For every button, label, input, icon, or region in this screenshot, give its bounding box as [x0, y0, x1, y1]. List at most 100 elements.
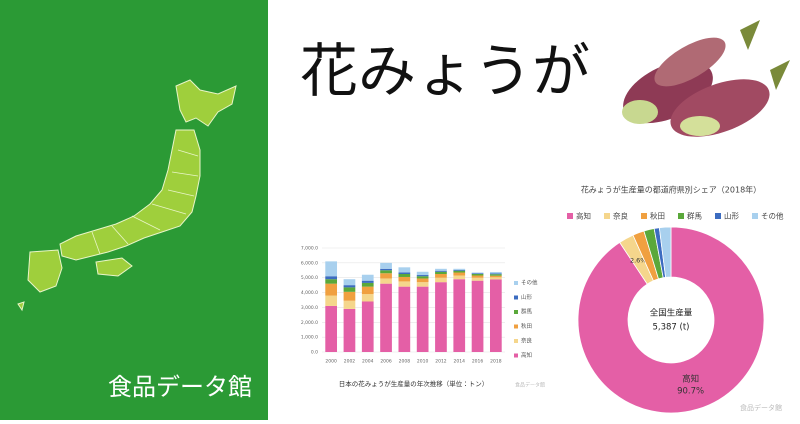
bar-segment	[343, 308, 356, 352]
bar-segment	[435, 282, 447, 352]
legend-label: 高知	[521, 351, 532, 359]
bar-segment	[489, 274, 502, 276]
bar-segment	[398, 281, 411, 287]
bar-segment	[471, 273, 484, 274]
bar-segment	[416, 276, 429, 279]
x-tick-label: 2012	[435, 359, 447, 365]
y-tick-label: 4,000.0	[301, 290, 318, 296]
bar-chart: 0.0 1,000.0 2,000.0 3,000.0 4,000.0 5,000.0 6,…	[301, 246, 545, 389]
legend-swatch	[514, 281, 518, 285]
bar-segment	[398, 286, 411, 352]
bar-segment	[489, 271, 502, 274]
y-tick-label: 1,000.0	[301, 335, 318, 341]
center-text: 全国生産量	[650, 308, 693, 319]
bar-segment	[325, 276, 338, 280]
bar-segment	[435, 274, 447, 278]
myoga-photo	[600, 5, 792, 150]
y-tick-label: 3,000.0	[301, 305, 318, 311]
prefecture-borders	[91, 149, 199, 255]
bar-segment	[361, 294, 374, 302]
bar-segment	[416, 275, 429, 277]
x-tick-label: 2010	[417, 359, 429, 365]
donut-chart: 花みょうが生産量の都道府県別シェア（2018年）高知 奈良 秋田 群馬 山形 その他高知9…	[567, 185, 784, 414]
bar-segment	[398, 276, 411, 282]
bar-segment	[325, 279, 338, 284]
legend-swatch	[514, 353, 518, 358]
bar-segment	[361, 301, 374, 352]
bar-segment	[489, 275, 502, 278]
watermark: 食品データ館	[515, 382, 545, 389]
legend-label: 秋田	[521, 322, 532, 330]
x-tick-label: 2016	[472, 359, 484, 365]
donut-slice	[577, 226, 765, 414]
legend-swatch	[641, 213, 647, 219]
legend-label: 群馬	[521, 308, 533, 316]
bar-segment	[471, 277, 484, 281]
bar-segment	[416, 286, 429, 352]
x-tick-label: 2018	[490, 359, 502, 365]
bar-segment	[471, 275, 484, 278]
center-text: 5,387 (t)	[652, 323, 689, 333]
x-tick-label: 2006	[380, 359, 392, 365]
legend-swatch	[678, 213, 684, 219]
legend-label: 高知	[576, 211, 591, 221]
bar-segment	[361, 280, 374, 283]
donut-slice	[658, 226, 672, 278]
legend-swatch	[514, 324, 518, 329]
x-tick-label: 2008	[399, 359, 411, 365]
bar-segment	[361, 286, 374, 295]
bar-segment	[453, 272, 466, 276]
legend-swatch	[715, 213, 721, 219]
bar-segment	[361, 274, 374, 281]
legend-swatch	[514, 295, 518, 300]
legend-label: 山形	[521, 293, 533, 301]
brand: 食品データ館	[108, 373, 252, 401]
legend-swatch	[514, 310, 518, 314]
x-tick-label: 2004	[362, 359, 374, 365]
y-tick-label: 0.0	[311, 350, 318, 356]
bar-segment	[453, 268, 466, 270]
bar-segment	[343, 300, 356, 309]
bar-segment	[416, 282, 429, 287]
bar-segment	[380, 262, 392, 269]
bar-segment	[489, 279, 502, 352]
bar-segment	[416, 278, 429, 283]
legend-label: 秋田	[650, 211, 665, 221]
bar-segment	[343, 287, 356, 292]
bar-segment	[361, 282, 374, 287]
left-panel	[0, 0, 268, 420]
x-axis-title: 日本の花みょうが生産量の年次推移（単位：トン）	[339, 379, 489, 388]
slice-category: 高知	[682, 374, 699, 385]
y-tick-label: 6,000.0	[301, 260, 318, 266]
bar-segment	[380, 283, 392, 352]
bar-segment	[343, 291, 356, 301]
y-tick-label: 5,000.0	[301, 275, 318, 281]
bar-segment	[325, 295, 338, 306]
bar-segment	[398, 272, 411, 274]
bar-segment	[380, 273, 392, 279]
x-tick-label: 2014	[454, 359, 466, 365]
legend-swatch	[752, 213, 758, 219]
y-tick-label: 7,000.0	[301, 246, 318, 252]
bar-segment	[435, 271, 447, 274]
bar-segment	[325, 283, 338, 296]
bar-segment	[453, 275, 466, 280]
slice-label: 2.6%	[630, 256, 647, 264]
legend-label: その他	[521, 279, 538, 287]
bar-segment	[380, 270, 392, 274]
page-title: 花みょうが	[300, 37, 590, 105]
bar-segment	[398, 274, 411, 277]
legend-label: 群馬	[687, 211, 702, 221]
bar-segment	[471, 274, 484, 276]
bar-segment	[435, 270, 447, 272]
y-tick-label: 2,000.0	[301, 320, 318, 326]
legend-label: 奈良	[521, 337, 533, 345]
bar-segment	[471, 280, 484, 352]
bar-segment	[343, 279, 356, 286]
legend-label: 山形	[724, 212, 739, 221]
bar-segment	[325, 261, 338, 277]
bar-segment	[380, 278, 392, 284]
bar-segment	[416, 271, 429, 276]
